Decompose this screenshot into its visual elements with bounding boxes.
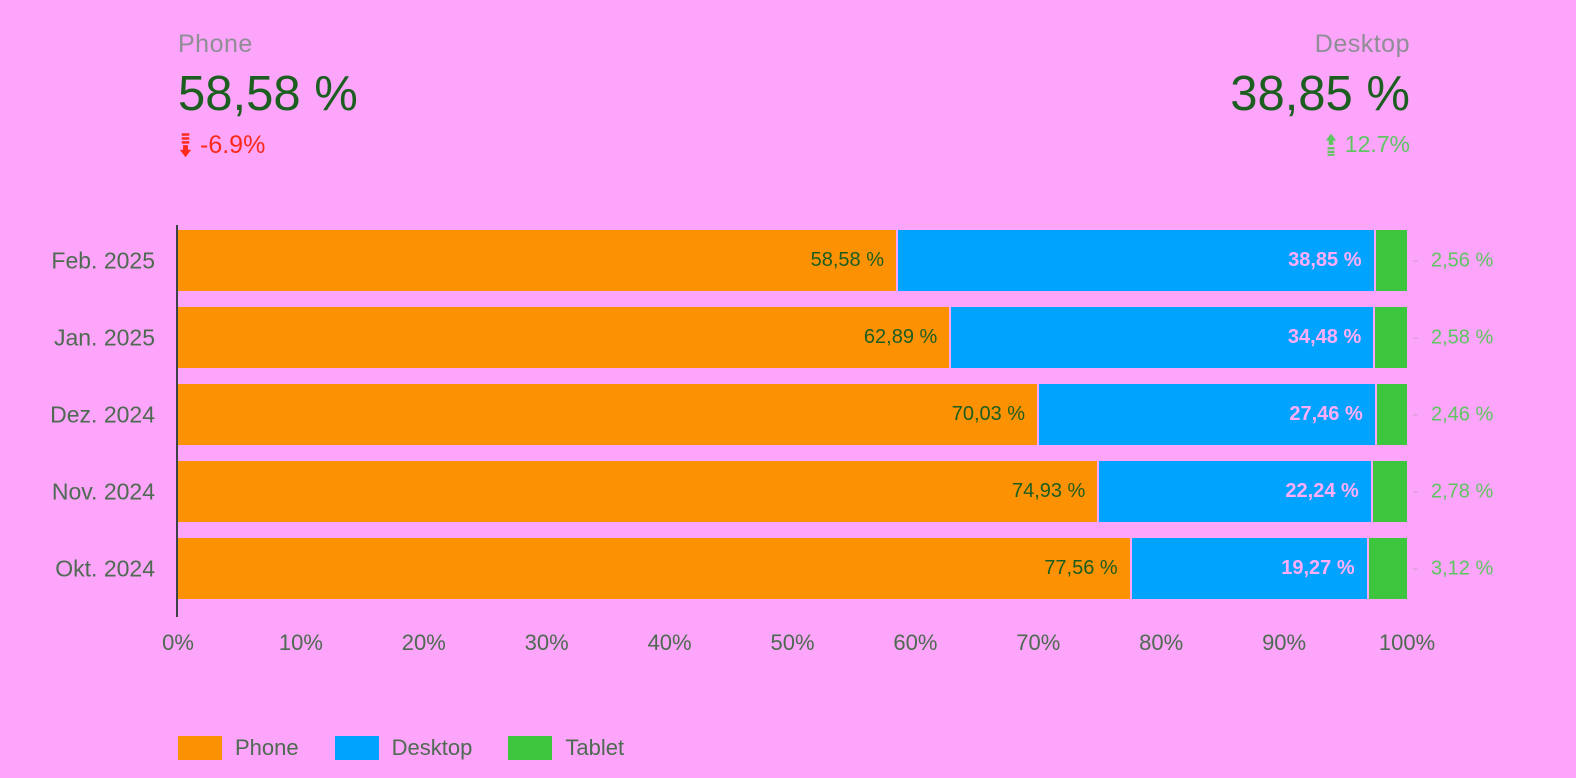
segment-value-label: 19,27 % xyxy=(1281,557,1355,579)
bar-segment-phone[interactable]: 74,93 % xyxy=(178,461,1100,522)
legend-swatch xyxy=(508,736,553,760)
category-label: Nov. 2024 xyxy=(51,478,155,504)
kpi-desktop-value: 38,85 % xyxy=(1230,67,1410,121)
x-tick-label: 100% xyxy=(1378,630,1436,655)
legend-item-phone[interactable]: Phone xyxy=(178,735,299,761)
x-tick-label: 70% xyxy=(1016,630,1061,655)
bar-row-dez-2024: Dez. 2024 70,03 % 27,46 % 2,46 % xyxy=(50,384,1493,445)
y-axis-line xyxy=(176,225,178,617)
bar-segment-desktop[interactable]: 19,27 % xyxy=(1131,538,1369,599)
bar-rows: Feb. 2025 58,58 % 38,85 % 2,56 % Jan. 2025 62… xyxy=(50,225,1493,599)
bar-segment-desktop[interactable]: 22,24 % xyxy=(1099,461,1373,522)
tablet-value-label: 2,56 % xyxy=(1431,249,1494,271)
bar-segment-phone[interactable]: 58,58 % xyxy=(178,230,899,291)
kpi-desktop-change-text: 12.7% xyxy=(1344,131,1410,157)
segment-value-label: 62,89 % xyxy=(863,326,938,348)
x-tick-label: 40% xyxy=(647,630,692,655)
legend-label: Desktop xyxy=(391,735,473,760)
bar-segment-desktop[interactable]: 38,85 % xyxy=(898,230,1376,291)
arrow-up-icon xyxy=(1324,133,1338,156)
segment-value-label: 77,56 % xyxy=(1044,557,1118,579)
bar-segment-phone[interactable]: 77,56 % xyxy=(178,538,1132,599)
bar-segment-desktop[interactable]: 27,46 % xyxy=(1039,384,1377,445)
bar-segment-tablet[interactable] xyxy=(1372,461,1407,522)
bar-segment-tablet[interactable] xyxy=(1375,307,1407,368)
kpi-phone: Phone 58,58 % -6.9% xyxy=(178,30,358,160)
x-tick-label: 30% xyxy=(524,630,569,655)
category-label: Dez. 2024 xyxy=(50,401,155,427)
legend-swatch xyxy=(178,736,222,760)
x-tick-label: 60% xyxy=(893,630,938,655)
legend-label: Phone xyxy=(235,735,299,760)
tablet-value-label: 2,78 % xyxy=(1431,480,1494,502)
kpi-desktop: Desktop 38,85 % 12.7% xyxy=(1230,30,1410,158)
kpi-desktop-change: 12.7% xyxy=(1230,131,1410,158)
x-tick-label: 0% xyxy=(162,630,194,655)
tablet-value-label: 2,58 % xyxy=(1431,326,1494,348)
bar-segment-tablet[interactable] xyxy=(1368,538,1407,599)
x-tick-label: 80% xyxy=(1139,630,1184,655)
kpi-phone-title: Phone xyxy=(178,30,253,58)
bar-segment-phone[interactable]: 62,89 % xyxy=(178,307,952,368)
bar-row-nov-2024: Nov. 2024 74,93 % 22,24 % 2,78 % xyxy=(52,461,1493,522)
bar-row-feb-2025: Feb. 2025 58,58 % 38,85 % 2,56 % xyxy=(51,230,1493,291)
kpi-desktop-title: Desktop xyxy=(1314,30,1410,58)
arrow-down-icon xyxy=(178,133,193,158)
bar-segment-tablet[interactable] xyxy=(1376,384,1407,445)
legend: Phone Desktop Tablet xyxy=(178,735,624,761)
x-tick-label: 90% xyxy=(1262,630,1307,655)
segment-value-label: 74,93 % xyxy=(1011,480,1086,502)
kpi-phone-change-text: -6.9% xyxy=(200,131,266,159)
x-tick-label: 10% xyxy=(278,630,323,655)
legend-label: Tablet xyxy=(565,735,625,760)
bar-segment-desktop[interactable]: 34,48 % xyxy=(951,307,1376,368)
bar-segment-phone[interactable]: 70,03 % xyxy=(178,384,1040,445)
x-axis: 0% 10% 20% 30% 40% 50% 60% 70% 80% 90% 100% xyxy=(162,630,1435,660)
tablet-value-label: 3,12 % xyxy=(1431,557,1494,579)
segment-value-label: 70,03 % xyxy=(951,403,1026,425)
legend-item-desktop[interactable]: Desktop xyxy=(334,735,473,761)
category-label: Feb. 2025 xyxy=(51,247,155,273)
segment-value-label: 22,24 % xyxy=(1285,480,1359,502)
kpi-phone-value: 58,58 % xyxy=(178,67,358,121)
category-label: Okt. 2024 xyxy=(55,555,155,581)
bar-row-jan-2025: Jan. 2025 62,89 % 34,48 % 2,58 % xyxy=(54,307,1493,368)
segment-value-label: 58,58 % xyxy=(810,249,885,271)
category-label: Jan. 2025 xyxy=(53,324,155,350)
x-tick-label: 50% xyxy=(770,630,815,655)
bar-row-okt-2024: Okt. 2024 77,56 % 19,27 % 3,12 % xyxy=(55,538,1493,599)
segment-value-label: 38,85 % xyxy=(1288,249,1362,271)
tablet-value-label: 2,46 % xyxy=(1431,403,1494,425)
legend-item-tablet[interactable]: Tablet xyxy=(508,735,624,761)
stacked-bar-chart: Feb. 2025 58,58 % 38,85 % 2,56 % Jan. 2025 62… xyxy=(50,225,1493,655)
segment-value-label: 27,46 % xyxy=(1289,403,1363,425)
x-tick-label: 20% xyxy=(401,630,446,655)
bar-segment-tablet[interactable] xyxy=(1375,230,1407,291)
legend-swatch xyxy=(334,736,379,760)
kpi-phone-change: -6.9% xyxy=(178,131,358,160)
segment-value-label: 34,48 % xyxy=(1287,326,1362,348)
